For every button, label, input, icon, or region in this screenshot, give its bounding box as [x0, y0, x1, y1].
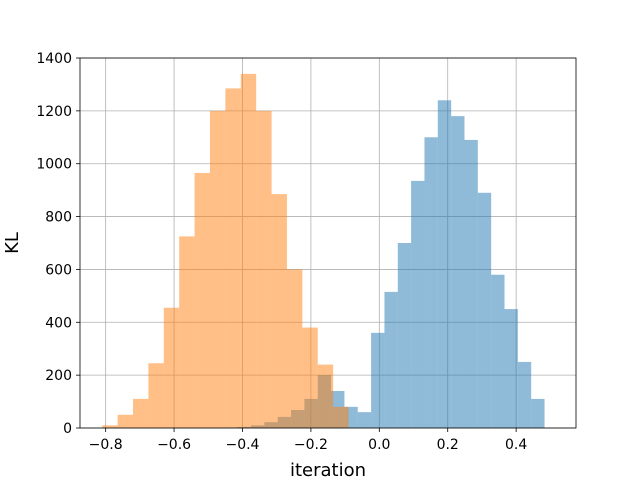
histogram-bar	[179, 236, 195, 428]
histogram-bar	[424, 137, 438, 429]
y-tick-label: 400	[45, 315, 72, 331]
y-tick-label: 0	[63, 421, 72, 437]
y-axis-label: KL	[2, 232, 23, 254]
histogram-bar	[411, 180, 425, 428]
histogram-bar	[333, 406, 349, 428]
plot-frame	[79, 57, 577, 429]
histogram-bar	[357, 412, 372, 428]
x-tick-label: −0.8	[89, 437, 123, 453]
y-axis-ticks: 0 200 400 600 800 1000 1200 1400	[36, 51, 80, 437]
histogram-bar	[384, 291, 398, 428]
histogram-bar	[209, 110, 226, 428]
histogram-bar	[491, 274, 505, 428]
y-tick-label: 800	[45, 210, 72, 226]
histogram-bar	[477, 192, 492, 428]
histogram-bar	[504, 309, 518, 428]
histogram-bar	[225, 88, 241, 429]
y-tick-label: 600	[45, 262, 72, 278]
x-tick-label: 0.0	[368, 437, 390, 453]
y-tick-label: 1400	[36, 51, 72, 67]
histogram-bar	[117, 414, 134, 428]
histogram-bar	[240, 73, 257, 428]
y-tick-label: 1200	[36, 104, 72, 120]
histogram-bar	[397, 243, 412, 428]
x-tick-label: −0.4	[225, 437, 259, 453]
histogram-bar	[531, 398, 545, 428]
histogram-bar	[286, 269, 303, 428]
x-tick-label: 0.2	[437, 437, 459, 453]
histogram-bar	[437, 100, 452, 429]
series-1	[102, 73, 349, 429]
histogram-bar	[517, 361, 532, 428]
histogram-bar	[133, 398, 149, 428]
y-tick-label: 1000	[36, 157, 72, 173]
histogram-bar	[451, 116, 465, 429]
histogram-bar	[163, 307, 180, 428]
x-tick-label: 0.4	[505, 437, 527, 453]
histogram-bar	[194, 172, 210, 428]
x-axis-ticks: −0.8 −0.6 −0.4 −0.2 0.0 0.2 0.4	[89, 428, 527, 453]
histogram-bar	[256, 110, 272, 428]
histogram-bar	[102, 425, 118, 428]
histogram-bar	[148, 363, 164, 428]
histogram-bar	[317, 364, 334, 428]
y-tick-label: 200	[45, 368, 72, 384]
histogram-bars	[102, 73, 545, 429]
histogram-bar	[271, 194, 287, 428]
histogram-bar	[302, 327, 318, 428]
histogram-bar	[464, 139, 478, 428]
x-tick-label: −0.6	[157, 437, 191, 453]
histogram-bar	[371, 332, 385, 428]
x-tick-label: −0.2	[294, 437, 328, 453]
x-axis-label: iteration	[290, 460, 366, 480]
